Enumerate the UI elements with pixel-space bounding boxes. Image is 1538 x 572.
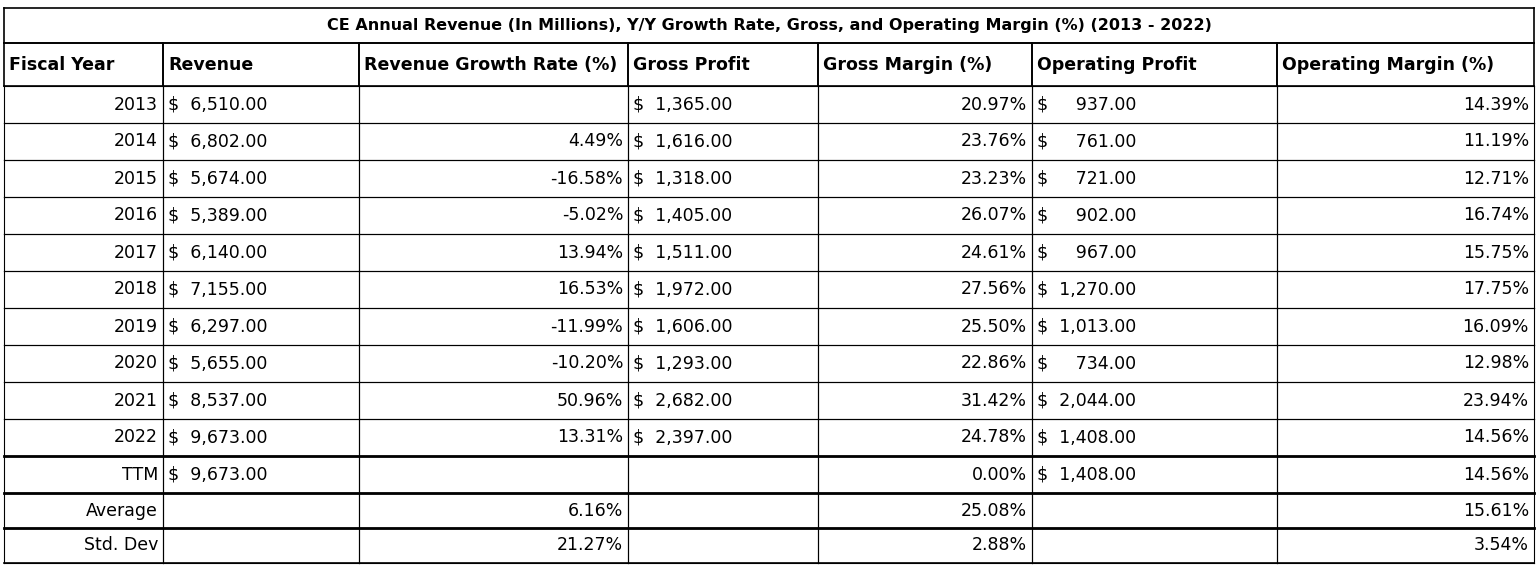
Text: -11.99%: -11.99% (551, 317, 623, 336)
Text: Std. Dev: Std. Dev (83, 537, 158, 554)
Text: 12.71%: 12.71% (1463, 169, 1529, 188)
Text: $  1,606.00: $ 1,606.00 (634, 317, 732, 336)
Text: 22.86%: 22.86% (961, 355, 1027, 372)
Text: 50.96%: 50.96% (557, 391, 623, 410)
Text: 24.61%: 24.61% (961, 244, 1027, 261)
Text: $  1,408.00: $ 1,408.00 (1037, 466, 1137, 483)
Text: 25.50%: 25.50% (961, 317, 1027, 336)
Text: 21.27%: 21.27% (557, 537, 623, 554)
Text: $  5,674.00: $ 5,674.00 (168, 169, 268, 188)
Text: 6.16%: 6.16% (568, 502, 623, 519)
Text: 12.98%: 12.98% (1463, 355, 1529, 372)
Text: $     721.00: $ 721.00 (1037, 169, 1137, 188)
Text: $  1,616.00: $ 1,616.00 (634, 133, 732, 150)
Text: Revenue Growth Rate (%): Revenue Growth Rate (%) (365, 55, 617, 73)
Text: $  5,389.00: $ 5,389.00 (168, 206, 268, 224)
Text: 25.08%: 25.08% (961, 502, 1027, 519)
Text: 23.76%: 23.76% (961, 133, 1027, 150)
Text: $  9,673.00: $ 9,673.00 (168, 466, 268, 483)
Text: Fiscal Year: Fiscal Year (9, 55, 114, 73)
Text: -5.02%: -5.02% (561, 206, 623, 224)
Text: 2020: 2020 (114, 355, 158, 372)
Text: Gross Profit: Gross Profit (634, 55, 751, 73)
Text: 2018: 2018 (114, 280, 158, 299)
Text: 31.42%: 31.42% (961, 391, 1027, 410)
Text: 3.54%: 3.54% (1473, 537, 1529, 554)
Text: 2021: 2021 (114, 391, 158, 410)
Text: 16.09%: 16.09% (1463, 317, 1529, 336)
Text: 2013: 2013 (114, 96, 158, 113)
Text: 2022: 2022 (114, 428, 158, 447)
Text: $  1,972.00: $ 1,972.00 (634, 280, 732, 299)
Text: $  1,365.00: $ 1,365.00 (634, 96, 732, 113)
Text: 24.78%: 24.78% (961, 428, 1027, 447)
Text: 15.75%: 15.75% (1463, 244, 1529, 261)
Text: $     734.00: $ 734.00 (1037, 355, 1137, 372)
Text: 13.94%: 13.94% (557, 244, 623, 261)
Text: $  6,802.00: $ 6,802.00 (168, 133, 268, 150)
Text: 23.94%: 23.94% (1463, 391, 1529, 410)
Text: 0.00%: 0.00% (972, 466, 1027, 483)
Text: TTM: TTM (122, 466, 158, 483)
Text: $  1,408.00: $ 1,408.00 (1037, 428, 1137, 447)
Text: $  1,405.00: $ 1,405.00 (634, 206, 732, 224)
Text: $  1,293.00: $ 1,293.00 (634, 355, 732, 372)
Text: 16.53%: 16.53% (557, 280, 623, 299)
Text: 14.56%: 14.56% (1463, 466, 1529, 483)
Text: Revenue: Revenue (168, 55, 254, 73)
Text: 27.56%: 27.56% (961, 280, 1027, 299)
Text: 16.74%: 16.74% (1463, 206, 1529, 224)
Text: $     937.00: $ 937.00 (1037, 96, 1137, 113)
Text: 2014: 2014 (114, 133, 158, 150)
Text: 14.56%: 14.56% (1463, 428, 1529, 447)
Text: 13.31%: 13.31% (557, 428, 623, 447)
Text: Operating Profit: Operating Profit (1037, 55, 1197, 73)
Text: $  1,270.00: $ 1,270.00 (1037, 280, 1137, 299)
Text: 14.39%: 14.39% (1463, 96, 1529, 113)
Text: 11.19%: 11.19% (1463, 133, 1529, 150)
Text: -16.58%: -16.58% (551, 169, 623, 188)
Text: -10.20%: -10.20% (551, 355, 623, 372)
Text: $  2,397.00: $ 2,397.00 (634, 428, 732, 447)
Text: $  1,013.00: $ 1,013.00 (1037, 317, 1137, 336)
Text: $  6,140.00: $ 6,140.00 (168, 244, 268, 261)
Text: $  5,655.00: $ 5,655.00 (168, 355, 268, 372)
Text: Operating Margin (%): Operating Margin (%) (1283, 55, 1493, 73)
Text: 20.97%: 20.97% (961, 96, 1027, 113)
Text: 15.61%: 15.61% (1463, 502, 1529, 519)
Text: $  9,673.00: $ 9,673.00 (168, 428, 268, 447)
Text: 2019: 2019 (114, 317, 158, 336)
Text: 2015: 2015 (114, 169, 158, 188)
Text: $  1,318.00: $ 1,318.00 (634, 169, 732, 188)
Text: 23.23%: 23.23% (961, 169, 1027, 188)
Text: 17.75%: 17.75% (1463, 280, 1529, 299)
Text: 2.88%: 2.88% (972, 537, 1027, 554)
Text: $  8,537.00: $ 8,537.00 (168, 391, 268, 410)
Text: $  7,155.00: $ 7,155.00 (168, 280, 268, 299)
Text: 2016: 2016 (114, 206, 158, 224)
Text: Gross Margin (%): Gross Margin (%) (823, 55, 992, 73)
Text: $  1,511.00: $ 1,511.00 (634, 244, 732, 261)
Text: $     967.00: $ 967.00 (1037, 244, 1137, 261)
Text: $  6,510.00: $ 6,510.00 (168, 96, 268, 113)
Text: $  2,682.00: $ 2,682.00 (634, 391, 732, 410)
Text: 26.07%: 26.07% (961, 206, 1027, 224)
Text: CE Annual Revenue (In Millions), Y/Y Growth Rate, Gross, and Operating Margin (%: CE Annual Revenue (In Millions), Y/Y Gro… (326, 18, 1212, 33)
Text: 4.49%: 4.49% (568, 133, 623, 150)
Text: $     902.00: $ 902.00 (1037, 206, 1137, 224)
Text: Average: Average (86, 502, 158, 519)
Text: $     761.00: $ 761.00 (1037, 133, 1137, 150)
Text: $  2,044.00: $ 2,044.00 (1037, 391, 1137, 410)
Text: $  6,297.00: $ 6,297.00 (168, 317, 268, 336)
Text: 2017: 2017 (114, 244, 158, 261)
